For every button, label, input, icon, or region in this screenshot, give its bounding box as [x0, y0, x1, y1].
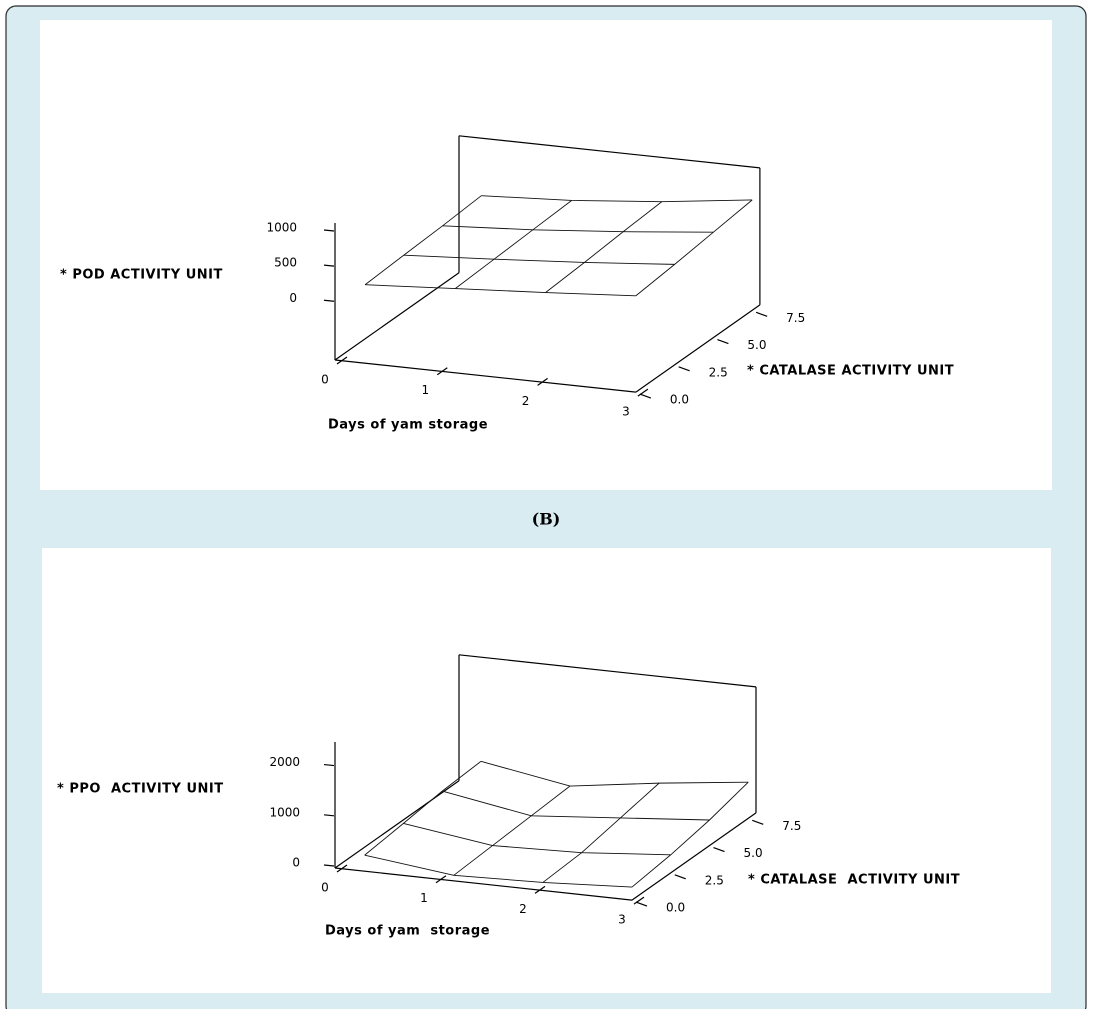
x-tick-label: 0: [321, 373, 329, 387]
z-tick: [323, 229, 335, 232]
x-tick-label: 0: [321, 881, 329, 895]
mesh-line: [631, 781, 749, 888]
mesh-line: [364, 760, 482, 856]
z-tick-label: 0: [289, 291, 297, 305]
x-tick: [336, 864, 348, 873]
z-tick: [323, 763, 335, 767]
box-edge: [458, 654, 757, 688]
y-tick-label: 2.5: [709, 365, 728, 379]
y-tick: [717, 339, 729, 345]
x-axis-title: Days of yam storage: [328, 418, 488, 433]
y-tick: [635, 901, 648, 907]
x-tick-label: 1: [421, 383, 429, 397]
x-tick: [436, 367, 448, 376]
mesh-line: [455, 200, 572, 289]
x-tick: [534, 885, 546, 894]
y-tick-label: 0.0: [666, 901, 685, 915]
y-tick: [713, 847, 725, 853]
axis-line: [334, 359, 636, 393]
z-tick-label: 1000: [269, 805, 300, 819]
axis-line: [631, 812, 757, 901]
y-axis-title: * CATALASE ACTIVITY UNIT: [748, 873, 960, 888]
z-tick: [323, 864, 335, 867]
caption: (B): [532, 510, 561, 529]
z-tick-label: 1000: [266, 221, 297, 235]
y-tick: [755, 311, 768, 317]
y-tick: [678, 366, 690, 372]
x-tick: [633, 896, 645, 905]
z-tick-label: 0: [292, 855, 300, 869]
z-tick: [323, 814, 335, 817]
mesh-line: [442, 790, 710, 821]
z-tick-label: 500: [274, 256, 297, 270]
y-tick: [674, 874, 686, 880]
x-axis-title: Days of yam storage: [325, 924, 490, 939]
y-tick-label: 7.5: [782, 819, 801, 833]
box-edge: [458, 135, 760, 169]
y-tick-label: 7.5: [786, 311, 805, 325]
y-tick-label: 2.5: [705, 873, 724, 887]
box-edge: [334, 272, 460, 361]
y-tick-label: 0.0: [670, 393, 689, 407]
x-tick: [435, 875, 447, 884]
z-axis-title: * POD ACTIVITY UNIT: [60, 268, 223, 283]
y-tick-label: 5.0: [747, 338, 766, 352]
mesh-line: [453, 785, 571, 876]
mesh-line: [480, 760, 749, 787]
panel: [42, 548, 1051, 993]
z-axis-title: * PPO ACTIVITY UNIT: [57, 782, 224, 797]
mesh-line: [481, 195, 753, 203]
axis-line: [635, 304, 761, 393]
x-tick-label: 3: [622, 405, 630, 419]
mesh-line: [542, 782, 660, 883]
mesh-line: [364, 195, 482, 286]
z-tick-label: 2000: [269, 755, 300, 769]
panel: [40, 20, 1052, 490]
y-tick: [752, 819, 764, 825]
box-edge: [334, 780, 460, 869]
axis-line: [334, 867, 633, 901]
mesh-line: [635, 199, 753, 297]
x-tick-label: 2: [522, 394, 530, 408]
x-tick-label: 1: [420, 891, 428, 905]
x-tick-label: 2: [519, 902, 527, 916]
y-tick: [639, 393, 652, 399]
mesh-line: [442, 225, 714, 233]
mesh-line: [545, 201, 663, 293]
y-tick-label: 5.0: [744, 846, 763, 860]
mesh-line: [364, 854, 633, 888]
x-tick: [537, 377, 548, 386]
z-tick: [323, 264, 335, 267]
mesh-line: [403, 254, 675, 265]
x-tick: [637, 388, 649, 397]
mesh-line: [403, 822, 671, 856]
x-tick-label: 3: [618, 913, 626, 927]
x-tick: [336, 356, 348, 365]
mesh-line: [365, 284, 636, 297]
z-tick: [323, 299, 335, 302]
y-axis-title: * CATALASE ACTIVITY UNIT: [747, 364, 954, 379]
